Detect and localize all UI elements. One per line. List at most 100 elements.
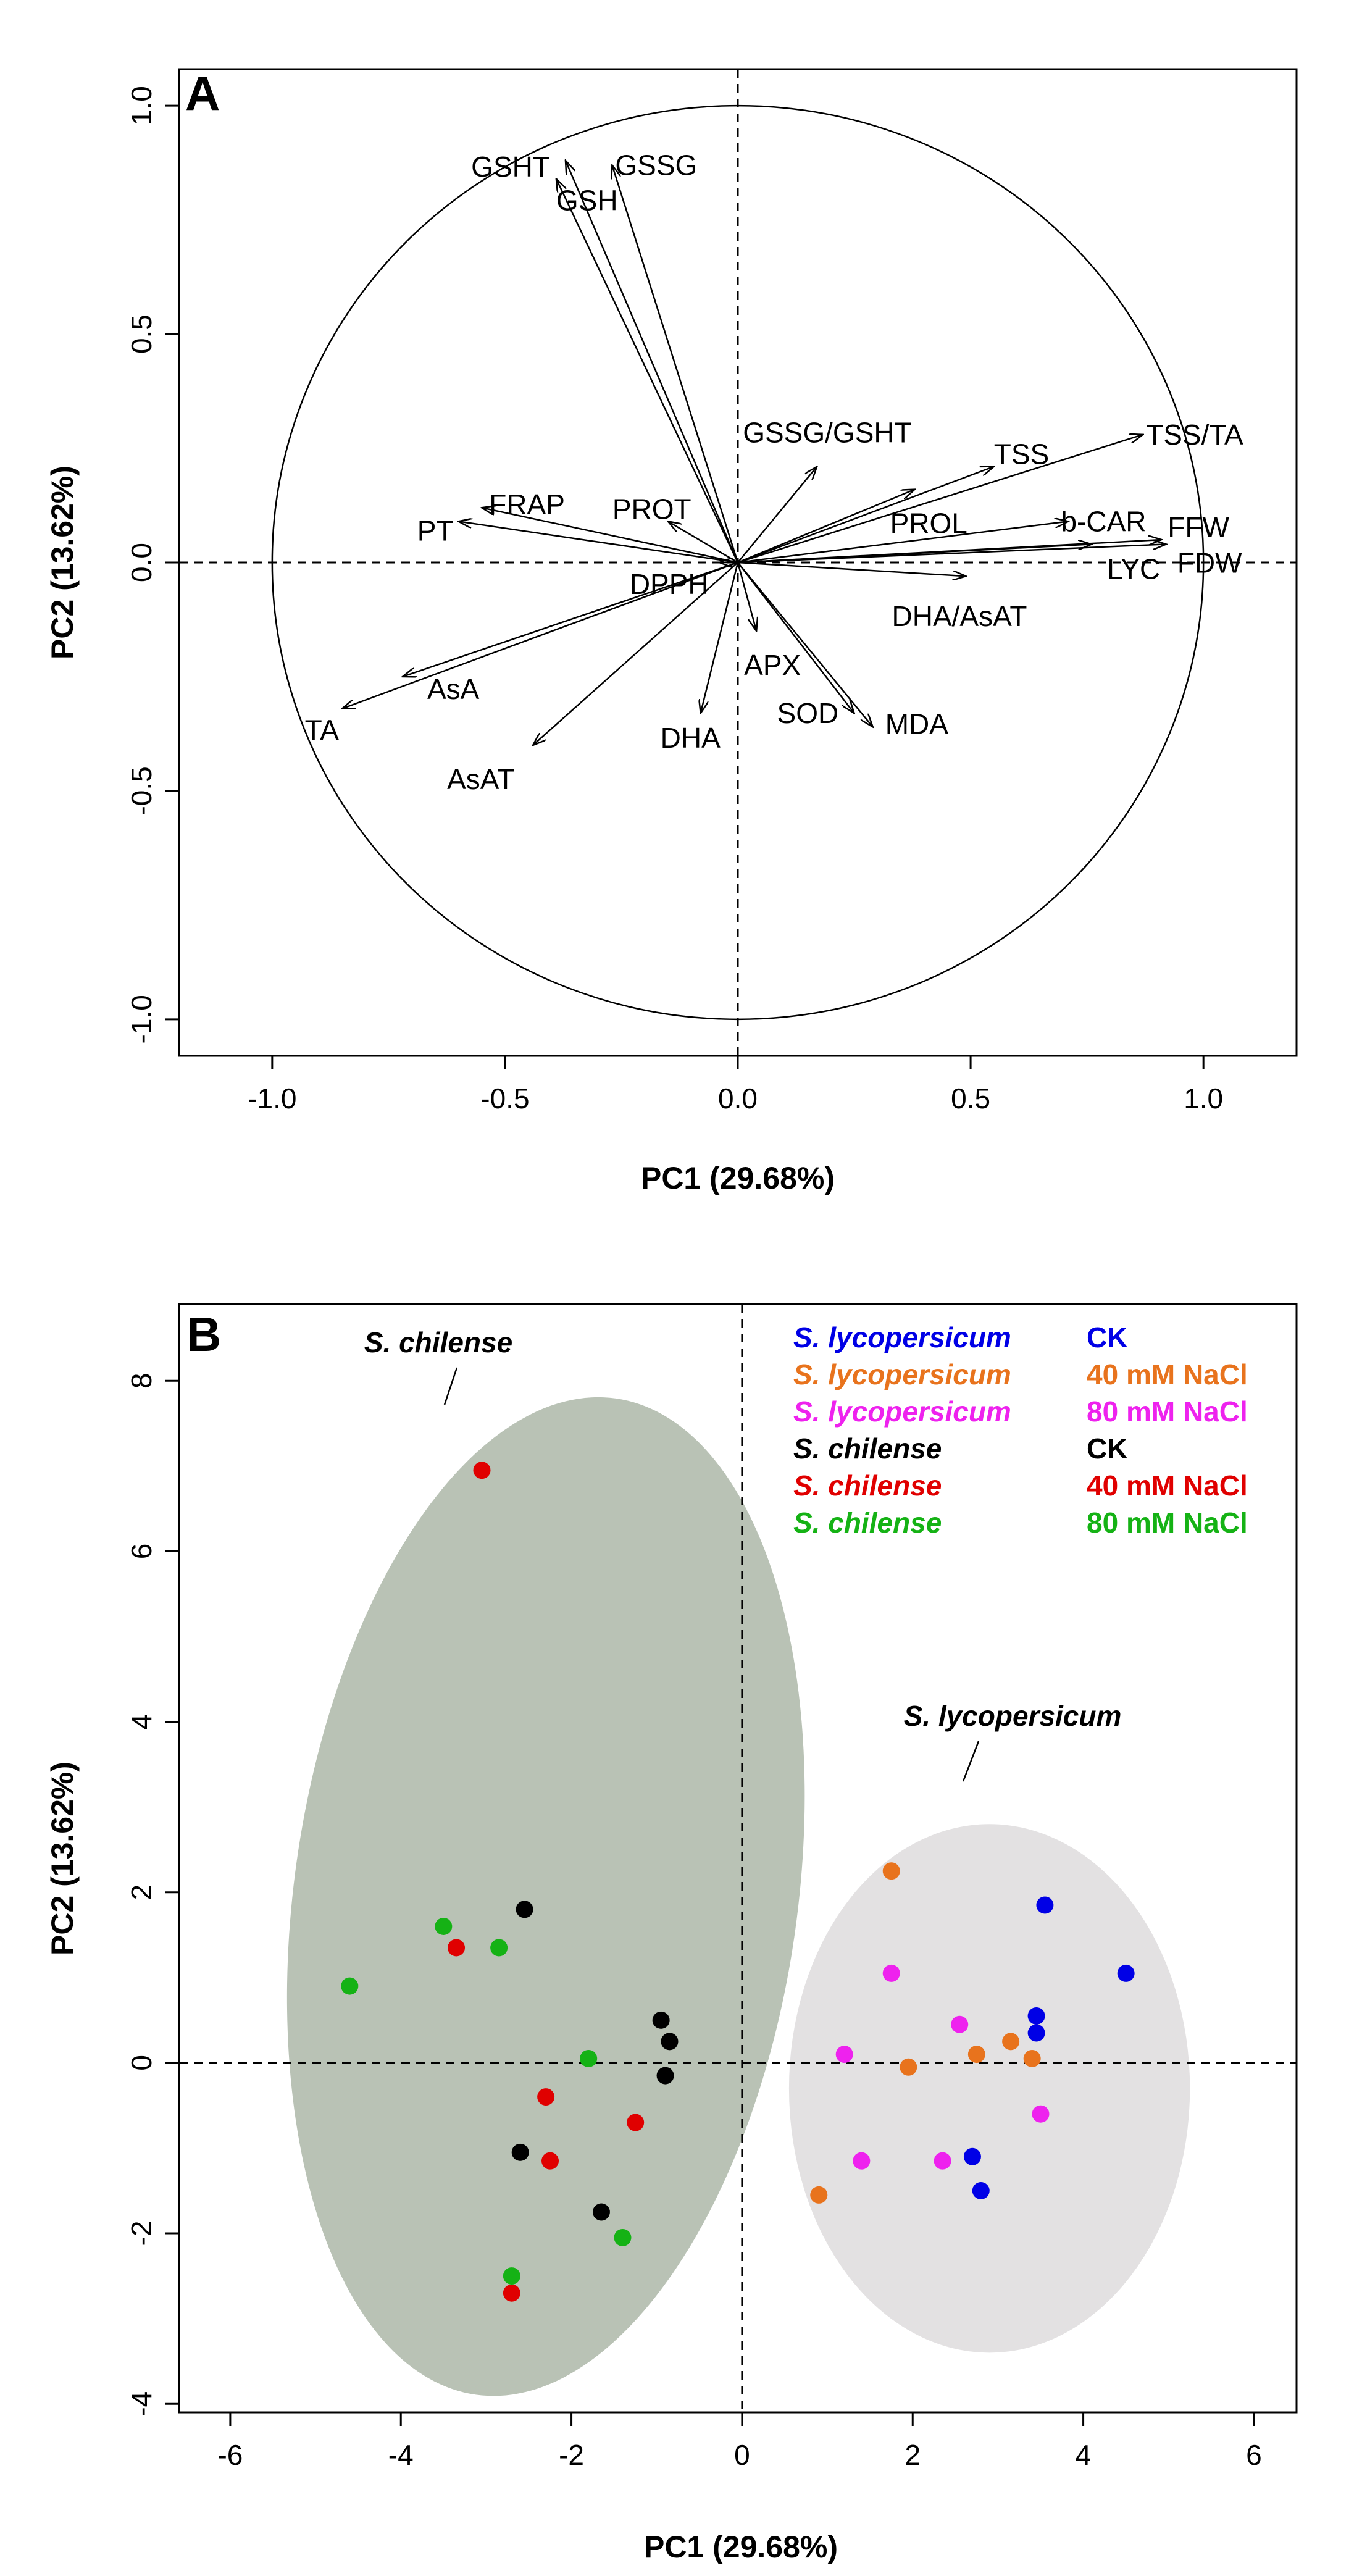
loading-label-sod: SOD [777,697,839,729]
legend-treatment-s-chilense-ck: CK [1087,1432,1127,1465]
point-s-lycopersicum-80-mm-nacl-5 [853,2152,871,2170]
legend-species-s-lycopersicum-40-mm-nacl: S. lycopersicum [793,1358,1011,1390]
panel-b-annotation-pointers [443,1367,980,1782]
loading-label-frap: FRAP [489,488,565,521]
panel-b-legend: S. lycopersicum CK S. lycopersicum 40 mM Na… [793,1321,1248,1539]
panel-b-sample-points [341,1462,1135,2302]
loading-label-apx: APX [744,649,801,681]
legend-treatment-s-lycopersicum-80-mm-nacl: 80 mM NaCl [1087,1395,1248,1428]
point-s-chilense-ck-2 [652,2011,670,2029]
loading-label-b-car: b-CAR [1061,505,1146,537]
panel-a-x-tick-label: -1.0 [248,1082,296,1114]
annotation-s-chilense: S. chilense [364,1326,512,1358]
point-s-lycopersicum-40-mm-nacl-5 [900,2058,917,2076]
panel-b-scores: S. chilense S. lycopersicum S. lycopersi… [45,1303,1298,2564]
panel-b-frame [178,1303,1298,2414]
panel-b-x-tick-label: 0 [734,2439,750,2471]
point-s-lycopersicum-ck-3 [1027,2007,1045,2025]
panel-a-x-tick-label: 0.5 [951,1082,990,1114]
panel-a-frame [178,68,1298,1057]
point-s-chilense-80-mm-nacl-6 [503,2267,520,2285]
panel-b-y-axis-label: PC2 (13.62%) [45,1762,80,1955]
loading-label-gssg: GSSG [615,149,697,181]
loading-arrow-tss-ta [737,435,1143,564]
point-s-chilense-40-mm-nacl-2 [448,1939,466,1957]
loading-label-gssg-gsht: GSSG/GSHT [743,417,911,449]
point-s-lycopersicum-ck-2 [1117,1964,1135,1982]
loading-label-ta: TA [305,714,340,746]
panel-b-x-tick-label: -2 [559,2439,584,2471]
legend-species-s-chilense-80-mm-nacl: S. chilense [793,1507,942,1539]
legend-species-s-lycopersicum-ck: S. lycopersicum [793,1321,1011,1353]
point-s-chilense-ck-5 [511,2143,529,2161]
loading-arrow-asat [533,562,738,745]
panel-a-loading-vectors [342,161,1166,745]
point-s-lycopersicum-80-mm-nacl-2 [951,2015,969,2033]
panel-a-y-tick-label: -0.5 [125,766,157,815]
panel-b-group-ellipses [286,1397,1190,2396]
pointer-s-lycopersicum [962,1741,980,1782]
loading-arrow-gssg [612,165,739,563]
point-s-chilense-ck-6 [592,2203,610,2221]
pointer-s-chilense [443,1367,458,1405]
loading-arrow-dha [701,562,739,713]
legend-species-s-chilense-ck: S. chilense [793,1432,942,1465]
point-s-chilense-ck-1 [516,1901,533,1918]
panel-a-unit-circle [271,104,1205,1021]
loading-arrow-dha-asat [737,561,966,576]
panel-a-x-tick-label: 0.0 [718,1082,758,1114]
panel-a-y-tick-label: 1.0 [125,86,157,125]
panel-b-y-tick-label: -4 [125,2391,157,2417]
point-s-lycopersicum-40-mm-nacl-3 [967,2046,985,2064]
loading-arrow-asa [403,561,738,677]
point-s-lycopersicum-ck-6 [972,2182,990,2199]
panel-b-x-axis-label: PC1 (29.68%) [644,2530,838,2564]
point-s-lycopersicum-80-mm-nacl-3 [835,2046,853,2064]
panel-b-y-tick-label: 4 [125,1714,157,1730]
panel-b-x-tick-label: 2 [905,2439,921,2471]
point-s-chilense-80-mm-nacl-3 [490,1939,508,1957]
panel-a-x-ticks: -1.0 -0.5 0.0 0.5 1.0 [248,1056,1223,1114]
panel-a-y-tick-label: 0.5 [125,314,157,354]
loading-label-asat: AsAT [447,763,514,795]
loading-arrow-ta [342,561,738,709]
panel-b-y-tick-label: -2 [125,2221,157,2246]
ellipse-s-chilense [286,1397,805,2396]
point-s-chilense-80-mm-nacl-5 [614,2228,632,2246]
loading-label-ffw: FFW [1168,511,1229,543]
loading-label-tss: TSS [994,438,1049,470]
panel-a-y-axis-label: PC2 (13.62%) [45,466,80,659]
panel-b-x-ticks: -6 -4 -2 0 2 4 6 [217,2412,1262,2471]
point-s-chilense-40-mm-nacl-1 [473,1462,491,1479]
panel-a-x-axis-label: PC1 (29.68%) [641,1161,835,1195]
legend-treatment-s-lycopersicum-ck: CK [1087,1321,1127,1353]
panel-a-y-tick-label: -1.0 [125,995,157,1043]
loading-label-asa: AsA [427,673,480,705]
loading-arrow-frap [482,508,738,564]
loading-arrow-prol [737,490,915,564]
loading-arrow-prot [668,521,738,564]
loading-label-tss-ta: TSS/TA [1146,419,1243,451]
panel-b-x-tick-label: 4 [1076,2439,1092,2471]
unit-circle [271,104,1205,1021]
legend-treatment-s-lycopersicum-40-mm-nacl: 40 mM NaCl [1087,1358,1248,1390]
point-s-chilense-ck-3 [661,2033,679,2051]
loading-label-mda: MDA [885,708,949,740]
loading-label-dha-asat: DHA/AsAT [892,600,1027,632]
loading-label-fdw: FDW [1177,546,1242,579]
panel-b-y-tick-label: 2 [125,1884,157,1901]
point-s-chilense-40-mm-nacl-3 [537,2088,555,2106]
point-s-chilense-80-mm-nacl-1 [341,1977,359,1995]
panel-a-x-tick-label: 1.0 [1184,1082,1223,1114]
point-s-chilense-80-mm-nacl-2 [435,1917,453,1935]
ellipse-s-lycopersicum [788,1824,1190,2353]
panel-b-y-ticks: -4 -2 0 2 4 6 8 [125,1373,179,2417]
panel-b-y-tick-label: 8 [125,1373,157,1389]
point-s-lycopersicum-ck-1 [1036,1896,1054,1914]
panel-b-letter: B [186,1307,221,1361]
panel-b-y-tick-label: 0 [125,2055,157,2071]
loading-arrow-pt [459,521,738,564]
